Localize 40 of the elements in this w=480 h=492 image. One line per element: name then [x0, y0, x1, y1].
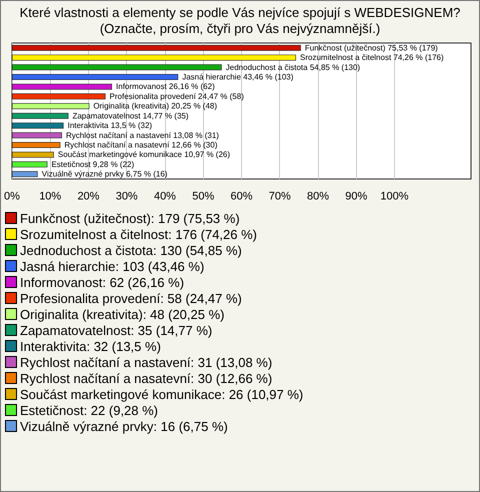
text: Funkčnost (užitečnost): 179 (75,53 %) — [20, 211, 240, 226]
text: Srozumitelnost a čitelnost: 176 (74,26 %) — [20, 227, 258, 242]
text: Jasná hierarchie: 103 (43,46 %) — [20, 259, 204, 274]
category-label: Rychlost načítaní a nasatevní 12,66 % (30) — [64, 140, 218, 150]
text: Zapamatovatelnost: 35 (14,77 %) — [20, 323, 212, 338]
text: Součást marketingové komunikace: 26 (10,97 %) — [20, 387, 304, 402]
x-tick-label: 50% — [192, 190, 214, 202]
category-label: Informovanost 26,16 % (62) — [116, 82, 215, 92]
x-tick-label: 0% — [4, 190, 20, 202]
category-label: Profesionalita provedení 24,47 % (58) — [110, 92, 244, 101]
category-label: Zapamatovatelnost 14,77 % (35) — [72, 111, 189, 120]
x-tick-label: 80% — [306, 190, 330, 202]
text: Rychlost načítaní a nastavení: 31 (13,08 %) — [20, 355, 272, 370]
category-label: Originalita (kreativita) 20,25 % (48) — [93, 102, 218, 111]
category-label: Vizuálně výrazné prvky 6,75 % (16) — [42, 170, 168, 179]
x-tick-label: 90% — [345, 190, 368, 202]
category-label: Interaktivita 13,5 % (32) — [68, 121, 152, 130]
x-tick-label: 20% — [77, 190, 100, 202]
x-tick-label: 60% — [230, 190, 253, 202]
x-tick-label: 30% — [116, 190, 138, 202]
category-label: Srozumitelnost a čitelnost 74,26 % (176) — [300, 53, 444, 62]
category-label: Jasná hierarchie 43,46 % (103) — [182, 72, 294, 82]
chart-title: Které vlastnosti a elementy se podle Vás nejvíce spojují s WEBDESIGNEM? (Označte, prosím, čtyři pro Vás nejvýznamnější.) — [18, 5, 462, 37]
x-tick-label: 40% — [154, 190, 176, 202]
text: Interaktivita: 32 (13,5 %) — [20, 339, 161, 354]
category-label: Součást marketingové komunikace 10,97 % (26) — [58, 150, 230, 160]
category-label: Funkčnost (užitečnost) 75,53 % (179) — [304, 43, 438, 52]
category-label: Rychlost načítaní a nastavení 13,08 % (31) — [66, 130, 219, 140]
x-tick-label: 10% — [39, 190, 62, 202]
category-label: Jednoduchost a čistota 54,85 % (130) — [226, 62, 360, 72]
text: Profesionalita provedení: 58 (24,47 %) — [20, 291, 242, 306]
category-label: Estetičnost 9,28 % (22) — [51, 160, 134, 169]
text: Vizuálně výrazné prvky: 16 (6,75 %) — [20, 419, 228, 434]
text: Informovanost: 62 (26,16 %) — [20, 275, 184, 290]
text: Rychlost načítaní a nasatevní: 30 (12,66 %) — [20, 371, 272, 386]
text: Jednoduchost a čistota: 130 (54,85 %) — [20, 243, 242, 258]
x-tick-label: 100% — [380, 190, 409, 202]
text: Originalita (kreativita): 48 (20,25 %) — [20, 307, 224, 322]
text: Estetičnost: 22 (9,28 %) — [20, 403, 158, 418]
x-tick-label: 70% — [268, 190, 291, 202]
